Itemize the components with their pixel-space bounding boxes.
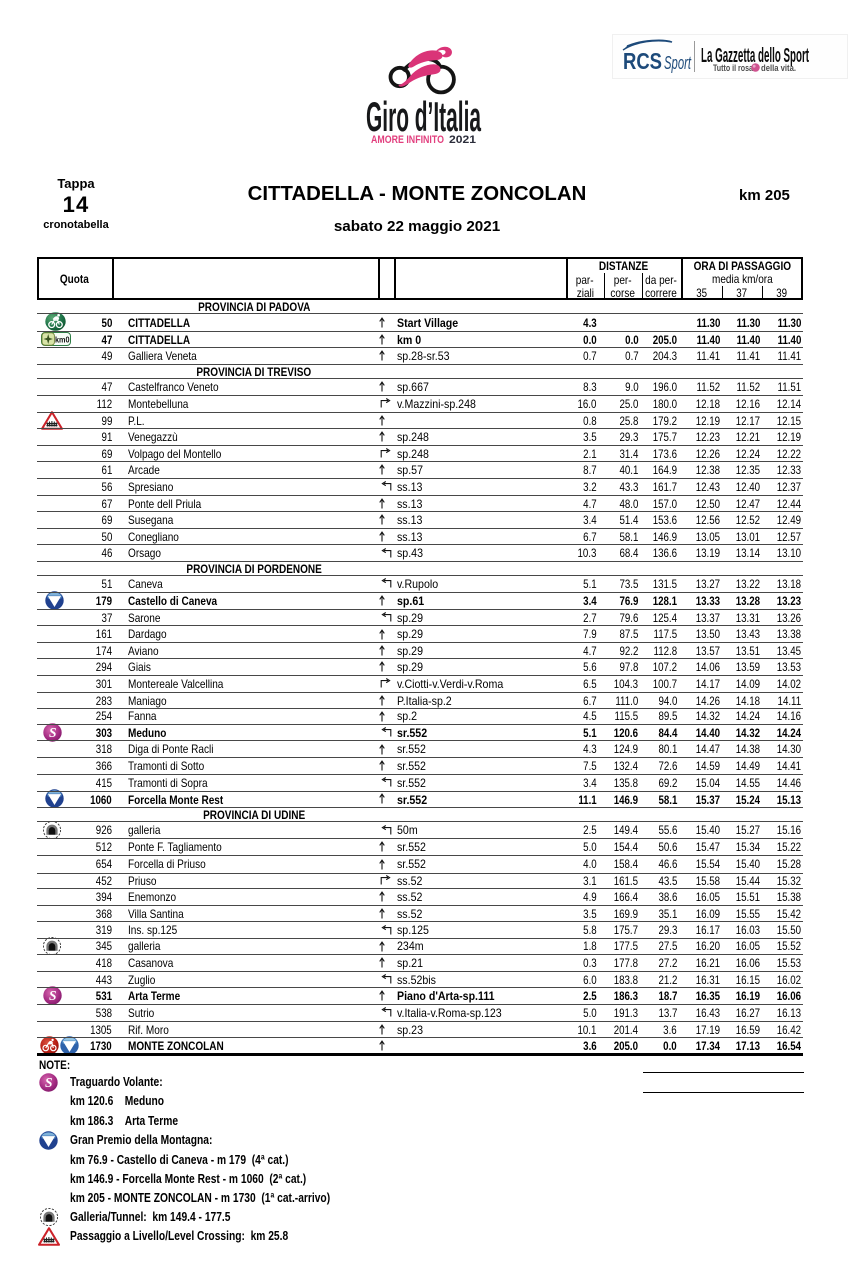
svg-text:RCS: RCS [623,48,662,74]
svg-text:S: S [45,1075,53,1090]
svg-text:Giro d’Italia: Giro d’Italia [366,93,481,140]
svg-text:AMORE INFINITO: AMORE INFINITO [371,134,444,146]
svg-text:della vita.: della vita. [761,63,796,73]
svg-text:S: S [48,725,56,740]
svg-text:Tutto il rosa: Tutto il rosa [713,63,754,73]
svg-text:La Gazzetta dello Sport: La Gazzetta dello Sport [701,45,809,67]
svg-text:2021: 2021 [449,134,476,146]
svg-text:S: S [48,988,56,1003]
svg-text:Sport: Sport [664,53,692,73]
svg-text:km0: km0 [55,336,70,345]
